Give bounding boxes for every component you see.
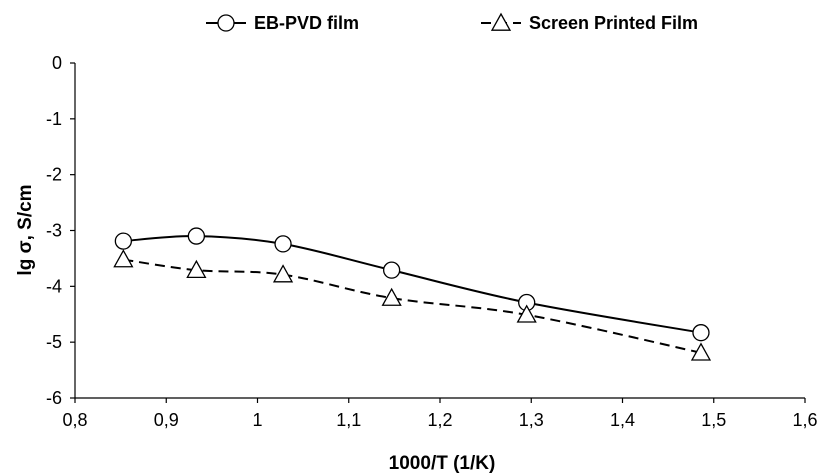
legend-item: Screen Printed Film <box>481 12 698 33</box>
series-eb-pvd-film <box>114 227 710 342</box>
axes: 0 -1 -2 -3 -4 -5 -60,8 0,9 1 1,1 1,2 1,3 1,4 1,5 1,6 <box>46 53 818 430</box>
y-axis-title: lg σ, S/cm <box>15 184 36 275</box>
legend: EB-PVD film Screen Printed Film <box>206 12 698 33</box>
data-point <box>381 287 402 306</box>
x-tick-label: 1,4 <box>610 410 635 430</box>
y-tick-label: -1 <box>46 109 62 129</box>
legend-label: EB-PVD film <box>254 13 359 33</box>
data-point <box>187 227 206 245</box>
data-point <box>516 304 537 323</box>
series-line <box>123 235 702 334</box>
y-tick-label: -5 <box>46 332 62 352</box>
data-point <box>692 324 710 342</box>
series-screen-printed-film <box>113 249 712 361</box>
y-tick-label: 0 <box>52 53 62 73</box>
data-point <box>690 342 712 361</box>
x-axis-title: 1000/T (1/K) <box>389 453 496 474</box>
y-tick-label: -4 <box>46 276 62 296</box>
y-tick-label: -2 <box>46 165 62 185</box>
x-tick-label: 1 <box>252 410 262 430</box>
x-tick-label: 0,9 <box>154 410 179 430</box>
x-tick-label: 1,1 <box>336 410 361 430</box>
x-tick-label: 0,8 <box>62 410 87 430</box>
series-line <box>123 258 702 354</box>
data-point <box>186 259 207 278</box>
legend-circle-marker <box>217 14 235 32</box>
x-tick-label: 1,6 <box>792 410 817 430</box>
legend-triangle-marker <box>490 12 512 31</box>
legend-item: EB-PVD film <box>206 13 359 33</box>
x-tick-label: 1,3 <box>519 410 544 430</box>
data-point <box>382 261 401 279</box>
x-tick-label: 1,2 <box>427 410 452 430</box>
x-tick-label: 1,5 <box>701 410 726 430</box>
y-tick-label: -3 <box>46 221 62 241</box>
data-point <box>114 232 133 250</box>
data-point <box>113 249 134 268</box>
data-point <box>272 264 294 283</box>
plot-area <box>113 227 712 361</box>
data-point <box>274 235 292 253</box>
legend-label: Screen Printed Film <box>529 13 698 33</box>
y-tick-label: -6 <box>46 388 62 408</box>
